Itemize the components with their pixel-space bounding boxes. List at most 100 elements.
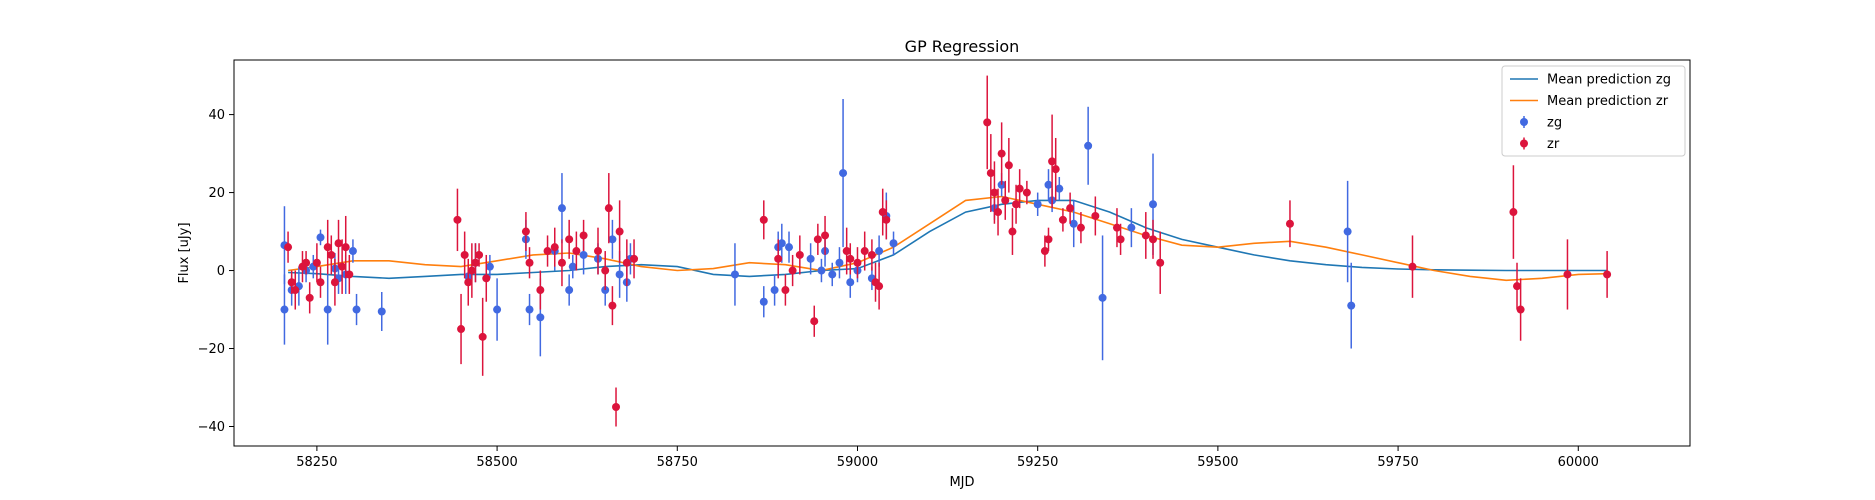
chart-title: GP Regression	[905, 37, 1020, 56]
data-point	[464, 278, 473, 287]
data-point	[453, 215, 462, 224]
data-point	[352, 305, 361, 314]
data-point	[875, 282, 884, 291]
data-point	[853, 258, 862, 267]
data-point	[323, 243, 332, 252]
plot-area	[234, 60, 1690, 446]
data-point	[889, 239, 898, 248]
legend-label: zg	[1547, 116, 1562, 131]
x-tick-label: 58750	[657, 455, 698, 470]
data-point	[521, 227, 530, 236]
data-point	[457, 325, 466, 334]
data-point	[867, 250, 876, 259]
data-point	[1127, 223, 1136, 232]
data-point	[284, 243, 293, 252]
data-point	[1022, 188, 1031, 197]
data-point	[630, 254, 639, 263]
data-points	[280, 75, 1612, 427]
data-point	[828, 270, 837, 279]
prediction-line-zg	[288, 199, 1608, 280]
data-point	[1051, 165, 1060, 174]
data-point	[846, 254, 855, 263]
data-point	[1076, 223, 1085, 232]
data-point	[594, 247, 602, 256]
data-point	[467, 266, 476, 275]
legend-label: Mean prediction zg	[1547, 73, 1671, 88]
data-point	[460, 250, 469, 259]
x-axis-label: MJD	[949, 475, 974, 490]
data-point	[1044, 235, 1053, 244]
data-point	[1015, 184, 1024, 193]
data-point	[1008, 227, 1017, 236]
legend-item-mean-prediction-zr: Mean prediction zr	[1510, 94, 1669, 109]
data-point	[622, 258, 631, 267]
data-point	[1285, 219, 1294, 228]
data-point	[997, 149, 1006, 158]
data-point	[882, 215, 891, 224]
data-point	[1408, 262, 1417, 271]
data-point	[1098, 293, 1107, 302]
data-point	[994, 208, 1003, 217]
data-point	[579, 231, 588, 240]
data-point	[1343, 227, 1352, 236]
data-point	[1156, 258, 1165, 267]
data-point	[568, 262, 577, 271]
data-point	[1048, 157, 1057, 166]
data-point	[485, 262, 494, 271]
x-tick-label: 59000	[837, 455, 878, 470]
data-point	[1516, 305, 1525, 314]
data-point	[302, 258, 311, 267]
data-point	[330, 278, 339, 287]
data-point	[806, 254, 815, 263]
x-tick-label: 58250	[296, 455, 337, 470]
data-point	[1044, 180, 1053, 189]
data-point	[525, 258, 534, 267]
prediction-line-zr	[287, 195, 1608, 282]
data-point	[345, 270, 354, 279]
data-point	[579, 250, 588, 259]
data-point	[557, 258, 566, 267]
data-point	[557, 204, 566, 213]
data-point	[543, 247, 552, 256]
data-point	[835, 258, 844, 267]
data-point	[1084, 141, 1093, 150]
data-point	[612, 403, 621, 412]
data-point	[1141, 231, 1150, 240]
x-tick-label: 59250	[1017, 455, 1058, 470]
data-point	[810, 317, 819, 326]
data-point	[788, 266, 797, 275]
data-point	[1058, 215, 1067, 224]
plot-frame	[233, 59, 1691, 447]
data-point	[821, 231, 830, 240]
data-point	[759, 215, 768, 224]
data-point	[813, 235, 822, 244]
data-point	[604, 204, 613, 213]
data-point	[1055, 184, 1064, 193]
data-point	[316, 233, 325, 242]
data-point	[338, 262, 347, 271]
data-point	[983, 118, 992, 127]
legend-marker-swatch	[1520, 139, 1528, 148]
x-tick-label: 60000	[1558, 455, 1599, 470]
data-point	[1069, 219, 1078, 228]
data-point	[1509, 208, 1518, 217]
data-point	[759, 297, 768, 306]
x-tick-label: 59750	[1377, 455, 1418, 470]
data-point	[1033, 200, 1042, 209]
data-point	[781, 286, 790, 295]
data-point	[280, 305, 289, 314]
data-point	[475, 250, 484, 259]
data-point	[1012, 200, 1021, 209]
legend-item-zr: zr	[1520, 137, 1560, 152]
data-point	[608, 235, 617, 244]
data-point	[817, 266, 826, 275]
data-point	[774, 254, 783, 263]
data-point	[615, 227, 624, 236]
data-point	[1116, 235, 1125, 244]
data-point	[323, 305, 332, 314]
data-point	[478, 332, 487, 341]
y-tick-label: 40	[208, 108, 225, 123]
legend-box	[1501, 65, 1686, 157]
data-point	[1603, 270, 1612, 279]
data-point	[334, 239, 343, 248]
